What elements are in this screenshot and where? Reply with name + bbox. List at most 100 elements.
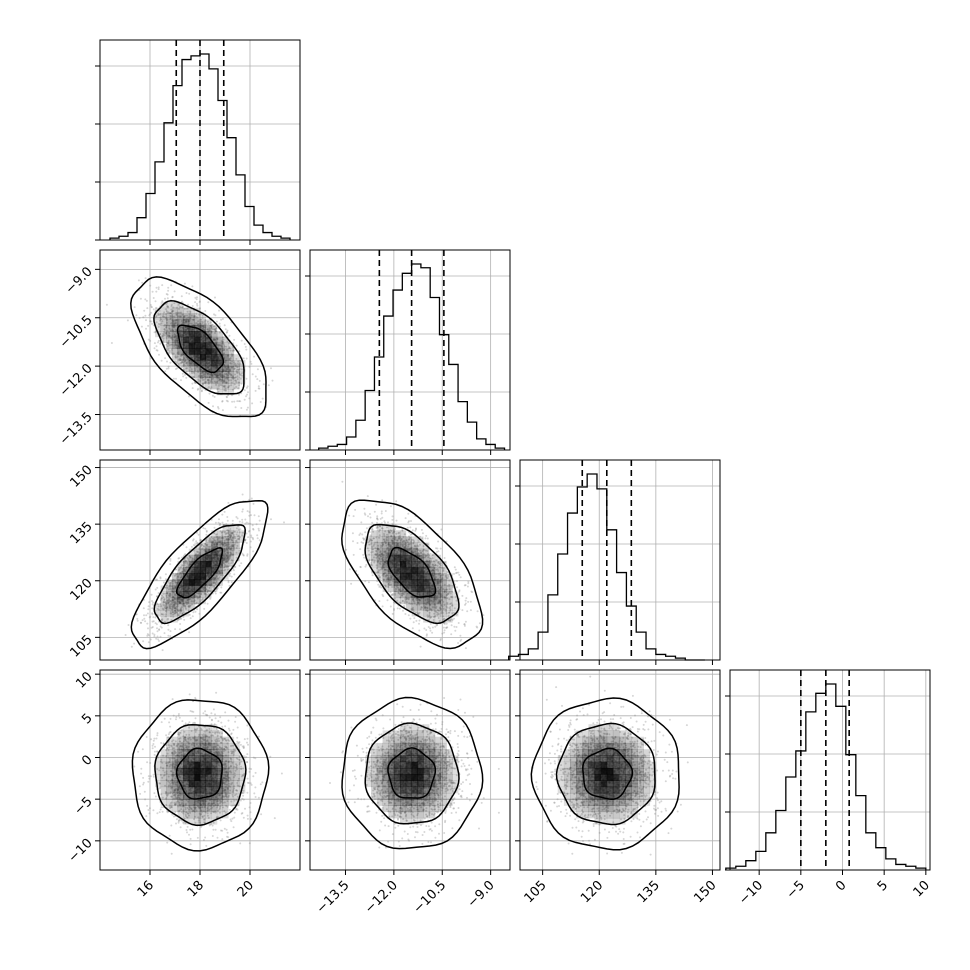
density-cell (222, 749, 229, 756)
density-cell (194, 371, 201, 378)
density-cell (440, 573, 447, 580)
density-cell (382, 573, 389, 580)
density-cell (228, 749, 235, 756)
density-cell (166, 313, 173, 320)
density-cell (200, 749, 206, 756)
density-cell (382, 530, 389, 537)
density-cell (423, 597, 430, 605)
density-cell (200, 342, 206, 349)
density-cell (411, 542, 418, 549)
density-cell (405, 585, 412, 592)
density-cell (211, 560, 218, 568)
density-cell (205, 724, 212, 731)
density-cell (205, 786, 212, 794)
density-cell (446, 780, 453, 788)
density-cell (411, 792, 418, 800)
density-cell (440, 767, 447, 775)
x-tick-label: 18 (185, 878, 207, 900)
density-cell (211, 724, 218, 731)
density-cell (411, 774, 418, 781)
density-cell (405, 560, 412, 568)
density-cell (194, 573, 201, 580)
density-cell (600, 817, 608, 825)
density-cell (222, 342, 229, 349)
density-cell (188, 548, 195, 556)
density-cell (429, 805, 436, 813)
histogram-bin (656, 654, 666, 660)
density-cell (429, 579, 436, 586)
density-cell (594, 786, 601, 794)
density-panel-3-4 (519, 669, 721, 871)
density-cell (160, 610, 167, 617)
density-cell (625, 805, 632, 813)
density-cell (600, 749, 608, 756)
density-cell (400, 774, 407, 781)
density-cell (423, 811, 430, 819)
density-cell (211, 736, 218, 744)
density-cell (643, 749, 651, 756)
density-cell (183, 774, 190, 781)
density-cell (194, 786, 201, 794)
density-cell (183, 336, 190, 343)
density-cell (411, 554, 418, 562)
density-cell (606, 780, 614, 788)
density-cell (233, 530, 240, 537)
density-cell (222, 792, 229, 800)
density-cell (382, 567, 389, 574)
density-cell (563, 786, 571, 794)
density-cell (222, 365, 229, 372)
density-cell (394, 805, 401, 813)
density-cell (228, 389, 235, 396)
histogram-bin (449, 364, 458, 450)
density-cell (239, 377, 246, 384)
density-cell (400, 730, 407, 738)
density-cell (171, 774, 178, 781)
y-tick-label: −12.0 (57, 361, 96, 400)
density-cell (188, 761, 195, 769)
density-cell (188, 786, 195, 794)
density-cell (434, 597, 441, 605)
density-cell (166, 336, 173, 343)
density-cell (637, 761, 644, 769)
density-cell (194, 761, 201, 769)
density-cell (388, 542, 395, 549)
x-tick-label: −9.0 (465, 878, 498, 911)
density-cell (194, 548, 201, 556)
density-cell (177, 567, 184, 574)
density-cell (160, 336, 167, 343)
x-tick-label: 105 (522, 878, 550, 906)
density-cell (582, 749, 589, 756)
density-cell (188, 554, 195, 562)
contour-line (175, 547, 224, 599)
density-cell (216, 360, 223, 367)
density-cell (216, 377, 223, 384)
density-cell (557, 761, 565, 769)
density-cell (205, 542, 212, 549)
histogram-step-line (508, 473, 705, 661)
density-cell (434, 755, 441, 763)
density-cell (171, 319, 178, 326)
density-cell (388, 799, 395, 806)
density-cell (423, 736, 430, 744)
density-cell (388, 560, 395, 568)
density-cell (222, 736, 229, 744)
density-cell (194, 585, 201, 592)
density-cell (177, 811, 184, 819)
density-cell (171, 585, 178, 592)
density-cell (200, 597, 206, 605)
density-cell (171, 603, 178, 611)
density-cell (222, 377, 229, 384)
density-cell (233, 799, 240, 806)
density-cell (177, 348, 184, 355)
panel-frame (519, 669, 721, 871)
density-cell (166, 342, 173, 349)
contour-line (175, 747, 223, 800)
density-cell (205, 360, 212, 367)
density-cell (194, 792, 201, 800)
density-cell (600, 736, 608, 744)
density-cell (382, 736, 389, 744)
density-cell (183, 603, 190, 611)
density-cell (222, 524, 229, 531)
density-cell (200, 548, 206, 556)
density-cell (166, 348, 173, 355)
